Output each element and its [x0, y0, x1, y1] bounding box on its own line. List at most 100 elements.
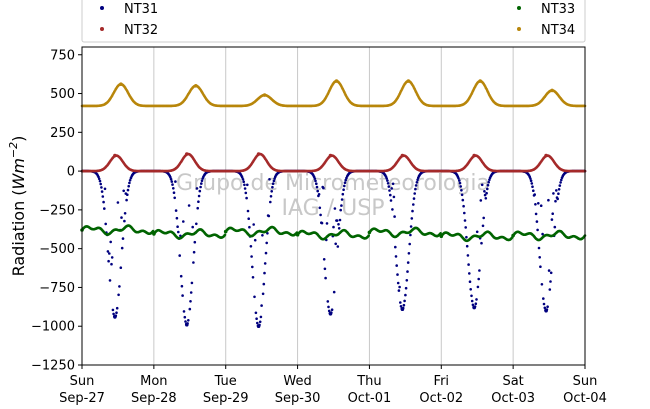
data-point: [246, 209, 250, 213]
data-point: [324, 276, 327, 280]
data-point: [99, 182, 102, 186]
data-point: [181, 294, 184, 297]
data-point-daily-value: [472, 305, 477, 310]
data-point: [483, 190, 486, 193]
data-point: [386, 182, 390, 185]
data-point: [399, 301, 402, 304]
data-point: [389, 193, 392, 197]
data-point: [112, 312, 115, 316]
data-point: [471, 303, 475, 307]
data-point: [126, 188, 130, 192]
data-point: [529, 177, 532, 180]
data-point: [115, 311, 118, 315]
data-point: [541, 232, 544, 236]
data-point: [387, 185, 391, 188]
data-point: [120, 216, 123, 219]
data-point: [253, 295, 256, 299]
data-point-daily-value: [400, 153, 405, 158]
data-point: [170, 180, 174, 183]
data-point: [200, 179, 204, 183]
data-point: [406, 270, 409, 273]
data-point: [249, 245, 253, 248]
data-point: [465, 244, 469, 248]
data-point: [397, 289, 401, 292]
x-tick-label-date: Oct-02: [419, 391, 463, 406]
data-point: [119, 266, 123, 270]
y-tick-label: 0: [67, 165, 75, 180]
data-point: [151, 229, 155, 233]
data-point: [326, 300, 330, 303]
legend-marker-nt33: [517, 6, 521, 10]
data-point: [111, 308, 115, 312]
data-point-daily-value: [152, 232, 156, 236]
data-point: [486, 183, 490, 187]
data-point-daily-value: [119, 82, 123, 86]
y-axis-label-unit: Wm: [9, 158, 28, 189]
data-point: [190, 281, 194, 285]
data-point: [106, 250, 110, 253]
data-point: [386, 179, 389, 182]
data-point: [459, 185, 463, 188]
x-tick-label-date: Sep-30: [275, 391, 321, 406]
y-tick-label: 750: [50, 48, 75, 63]
data-point-daily-value: [328, 153, 333, 158]
data-point: [174, 209, 178, 212]
data-point: [199, 185, 202, 189]
data-point: [178, 254, 181, 257]
data-point: [195, 187, 199, 190]
data-point: [187, 319, 190, 322]
data-point: [241, 178, 245, 181]
data-point: [315, 182, 318, 185]
data-point-daily-value: [223, 229, 228, 234]
data-point: [193, 240, 197, 244]
data-point: [470, 299, 474, 303]
data-point: [468, 280, 472, 284]
data-point: [116, 201, 120, 204]
data-point: [270, 190, 274, 193]
data-point: [488, 178, 491, 181]
data-point: [261, 234, 264, 237]
data-point: [261, 292, 265, 296]
data-point: [267, 214, 271, 218]
data-point: [390, 187, 394, 190]
data-point: [470, 294, 473, 298]
series-nt32: [80, 152, 587, 173]
data-point: [404, 293, 407, 297]
data-point: [253, 238, 257, 242]
data-point: [405, 279, 409, 282]
data-point: [104, 222, 107, 226]
data-point: [535, 220, 539, 223]
y-tick-label: 250: [50, 126, 75, 141]
data-point: [103, 207, 106, 210]
data-point: [551, 212, 554, 215]
y-axis-label: Radiation (Wm−2): [7, 136, 28, 277]
data-point: [197, 200, 200, 203]
legend-label-nt31: NT31: [124, 2, 158, 17]
data-point: [182, 220, 185, 223]
data-point: [333, 207, 337, 210]
data-point: [556, 197, 559, 201]
data-point: [173, 196, 176, 200]
x-axis: Sun Sep-27 Mon Sep-28 Tue Sep-29 Wed Sep-30 Thu O…: [59, 365, 607, 406]
data-point: [325, 222, 329, 225]
x-tick-label-date: Oct-03: [491, 391, 535, 406]
data-point: [180, 284, 184, 288]
data-point: [463, 219, 467, 222]
data-point-daily-value: [113, 153, 117, 158]
data-point: [558, 184, 562, 187]
data-point: [557, 188, 561, 191]
x-grid: [153, 47, 514, 365]
y-tick-label: −750: [39, 281, 75, 296]
series-points: [80, 79, 587, 329]
data-point: [388, 189, 391, 192]
data-point: [317, 193, 321, 196]
data-point: [409, 225, 413, 228]
data-point: [248, 225, 251, 229]
data-point: [172, 187, 175, 190]
data-point: [169, 175, 172, 179]
data-point: [461, 198, 465, 202]
plot-area-frame: [81, 46, 586, 366]
data-point: [121, 237, 125, 240]
data-point: [266, 232, 269, 235]
